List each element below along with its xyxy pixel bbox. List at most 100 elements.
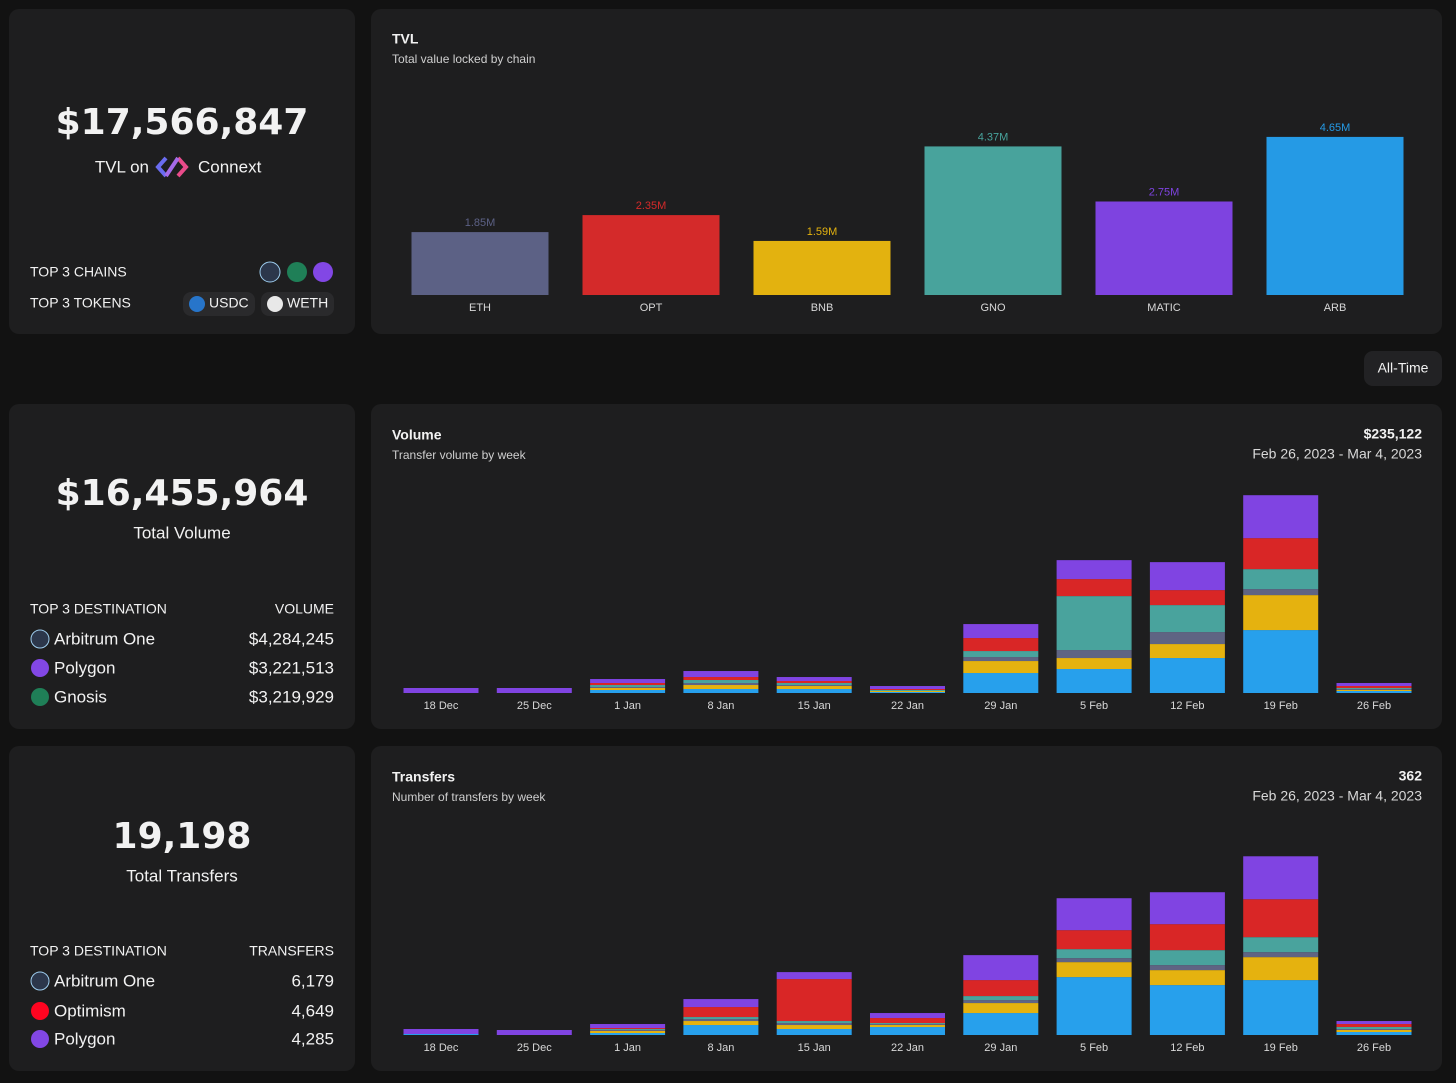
bar-segment <box>1056 658 1132 670</box>
destination: Arbitrum One <box>54 971 155 990</box>
bar-segment <box>683 1007 759 1018</box>
bar-segment <box>683 685 759 690</box>
bar-segment <box>776 1023 852 1026</box>
bar-segment <box>1336 1027 1412 1030</box>
bar-segment <box>683 680 759 684</box>
bar-segment <box>1056 596 1132 651</box>
bar-segment <box>590 1030 666 1032</box>
bar-segment <box>870 686 945 690</box>
volume-value: $16,455,964 <box>56 473 309 514</box>
value-header: TRANSFERS <box>249 943 334 959</box>
optimism-icon <box>31 1002 49 1020</box>
destination: Polygon <box>54 658 115 677</box>
list-header: TOP 3 DESTINATION <box>30 601 167 617</box>
chart-subtitle: Total value locked by chain <box>392 52 535 66</box>
destination: Gnosis <box>54 687 107 706</box>
value-label: 4.65M <box>1320 122 1351 134</box>
bar-segment <box>403 1034 479 1035</box>
arbitrum-icon <box>30 971 50 991</box>
gnosis-icon <box>31 688 49 706</box>
bar-segment <box>1336 686 1412 689</box>
range-button-label[interactable]: All-Time <box>1378 360 1429 376</box>
bar-segment <box>1056 579 1132 597</box>
bar-segment <box>1243 952 1319 958</box>
x-tick-label: 8 Jan <box>707 1042 734 1054</box>
value-label: 1.85M <box>465 217 496 229</box>
polygon-icon <box>31 1030 49 1048</box>
bar-segment <box>590 687 666 689</box>
x-tick-label: ARB <box>1324 302 1347 314</box>
x-tick-label: 1 Jan <box>614 1042 641 1054</box>
bar-segment <box>1149 950 1225 966</box>
value-label: 4.37M <box>978 131 1009 143</box>
bar-segment <box>1243 589 1319 596</box>
bar-segment <box>870 691 945 693</box>
x-tick-label: 12 Feb <box>1170 700 1204 712</box>
x-tick-label: 19 Feb <box>1264 1042 1298 1054</box>
transfers-card <box>9 746 355 1071</box>
top-chains-label: TOP 3 CHAINS <box>30 264 127 280</box>
bar-segment <box>683 677 759 681</box>
bar <box>1266 136 1404 295</box>
volume-caption: Total Volume <box>133 523 230 542</box>
polygon-icon <box>31 659 49 677</box>
gnosis-icon <box>287 262 307 282</box>
bar-segment <box>496 1030 572 1035</box>
top-tokens-label: TOP 3 TOKENS <box>30 295 131 311</box>
bar-segment <box>963 1003 1039 1014</box>
token: USDC <box>209 295 249 311</box>
x-tick-label: 15 Jan <box>798 1042 831 1054</box>
bar-segment <box>1149 965 1225 971</box>
bar-segment <box>1243 495 1319 539</box>
x-tick-label: MATIC <box>1147 302 1180 314</box>
bar-segment <box>963 996 1039 1001</box>
bar-segment <box>963 673 1039 693</box>
arbitrum-icon <box>30 629 50 649</box>
chart-title: Transfers <box>392 769 455 785</box>
bar-segment <box>1056 898 1132 931</box>
value-header: VOLUME <box>275 601 334 617</box>
bar-segment <box>403 688 479 693</box>
bar-segment <box>963 955 1039 981</box>
x-tick-label: GNO <box>980 302 1006 314</box>
bar-segment <box>870 1018 945 1024</box>
brand: Connext <box>198 157 262 176</box>
x-tick-label: 5 Feb <box>1080 1042 1108 1054</box>
bar-segment <box>1149 658 1225 693</box>
x-tick-label: 12 Feb <box>1170 1042 1204 1054</box>
bar-segment <box>1243 937 1319 953</box>
bar-segment <box>590 1033 666 1035</box>
chart-total: $235,122 <box>1364 426 1423 442</box>
bar-segment <box>963 1000 1039 1004</box>
usdc-icon <box>189 296 205 312</box>
bar-segment <box>1336 1021 1412 1025</box>
bar-segment <box>870 1027 945 1035</box>
destination-value: $3,219,929 <box>249 687 334 706</box>
bar-segment <box>1243 595 1319 631</box>
bar-segment <box>963 980 1039 997</box>
bar-segment <box>590 688 666 691</box>
weth-icon <box>267 296 283 312</box>
bar-segment <box>776 677 852 682</box>
value-label: 2.35M <box>636 200 667 212</box>
bar-segment <box>776 972 852 980</box>
x-tick-label: BNB <box>811 302 834 314</box>
chart-subtitle: Transfer volume by week <box>392 448 527 462</box>
bar-segment <box>1056 958 1132 963</box>
bar-segment <box>403 1029 479 1035</box>
bar-segment <box>1243 980 1319 1035</box>
range-button[interactable] <box>1364 351 1442 386</box>
bar-segment <box>870 689 945 691</box>
x-tick-label: 15 Jan <box>798 700 831 712</box>
destination: Arbitrum One <box>54 629 155 648</box>
bar-segment <box>1336 691 1412 693</box>
chart-title: TVL <box>392 31 419 47</box>
bar-segment <box>776 685 852 687</box>
bar-segment <box>1336 1032 1412 1035</box>
bar-segment <box>590 1024 666 1029</box>
bar-segment <box>1336 690 1412 692</box>
destination: Optimism <box>54 1001 126 1020</box>
destination-value: $3,221,513 <box>249 658 334 677</box>
bar-segment <box>776 689 852 693</box>
